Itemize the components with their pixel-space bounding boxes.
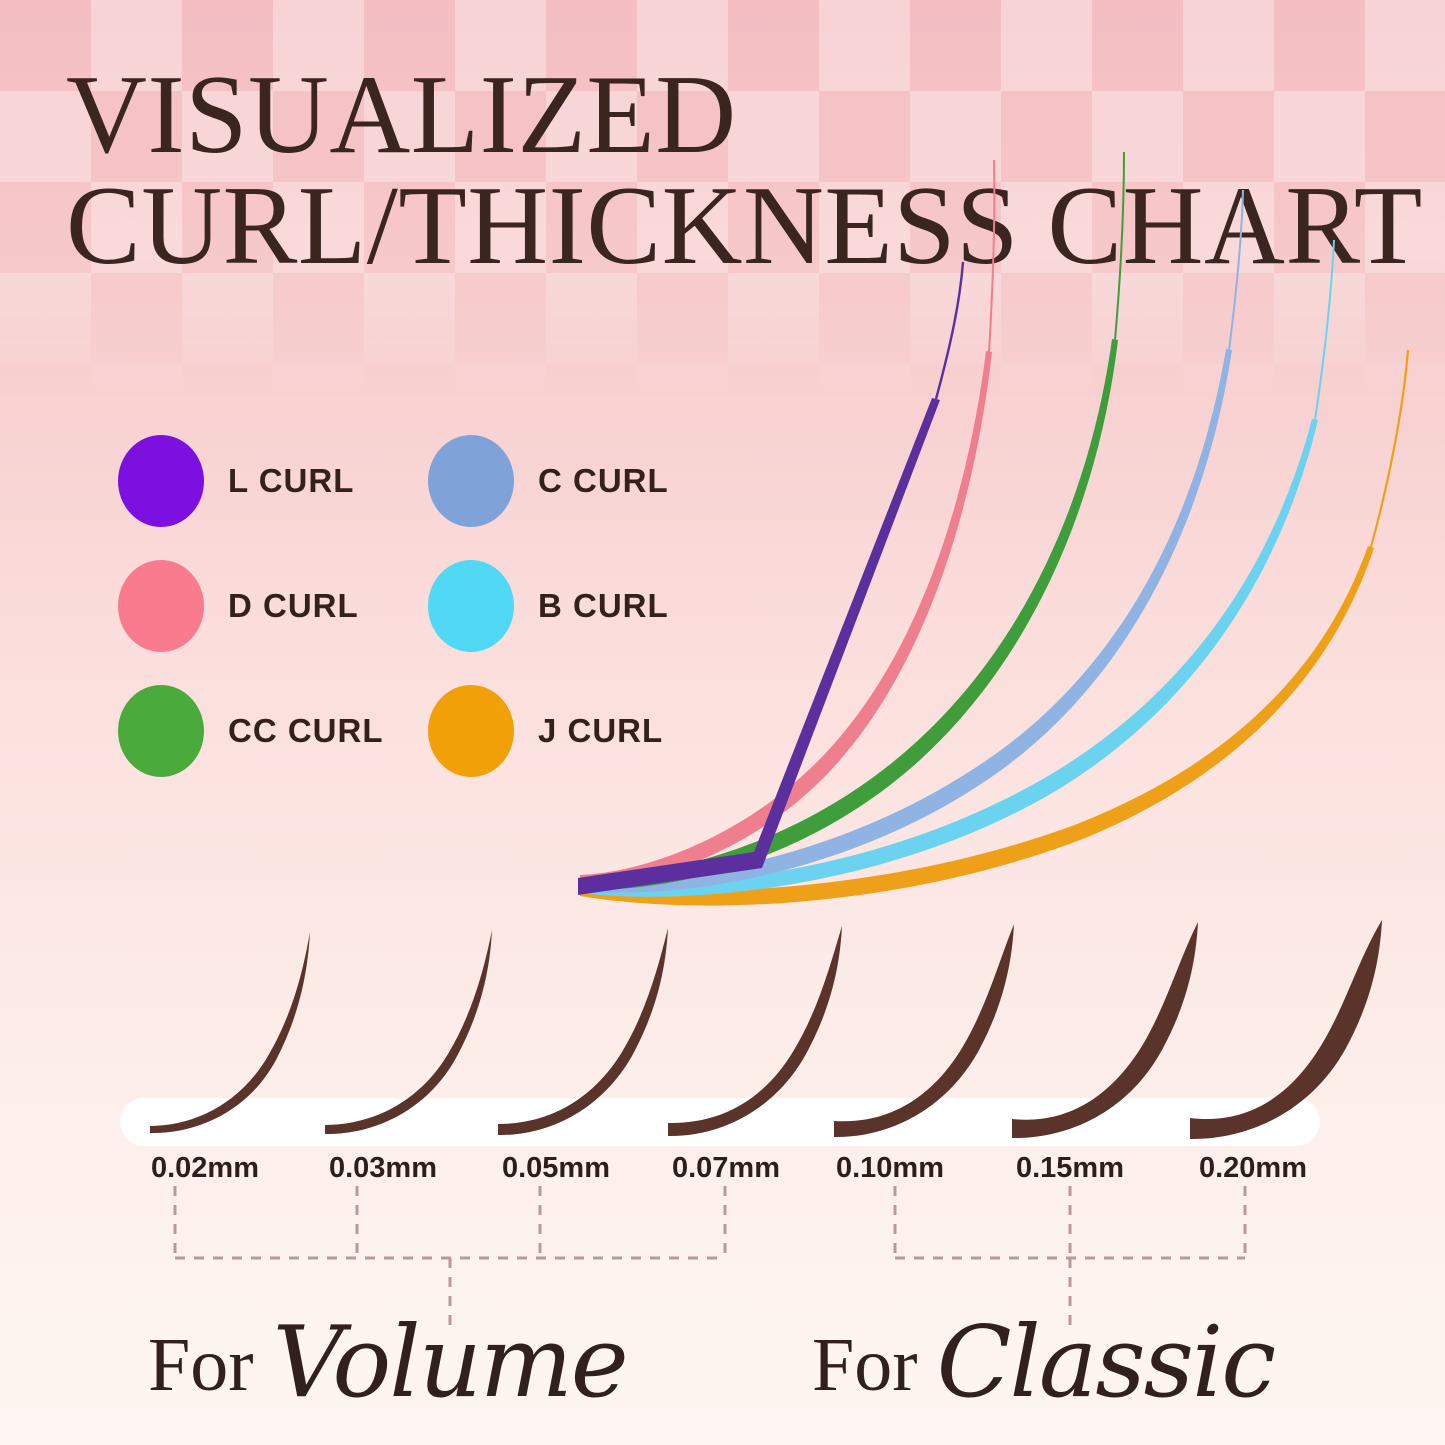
page-title: VISUALIZED CURL/THICKNESS CHART	[66, 53, 1423, 288]
strand-j-curl-tip	[1369, 349, 1410, 548]
swatch-cc-curl	[118, 684, 204, 777]
legend-item-d-curl[interactable]: D CURL	[118, 559, 428, 652]
legend-item-c-curl[interactable]: C CURL	[428, 434, 738, 527]
swatch-j-curl	[428, 684, 514, 777]
legend-label-d-curl: D CURL	[228, 586, 359, 624]
curl-legend: L CURL C CURL D CURL B CURL CC CURL	[118, 418, 738, 793]
swatch-b-curl	[428, 559, 514, 652]
footer-classic-script: Classic	[936, 1306, 1277, 1420]
legend-item-j-curl[interactable]: J CURL	[428, 684, 738, 777]
thickness-label-0-02mm: 0.02mm	[150, 1152, 260, 1184]
swatch-d-curl	[118, 559, 204, 652]
footer-label-volume: For Volume	[148, 1300, 629, 1420]
lash-strip-band	[120, 1098, 1320, 1146]
title-line-1: VISUALIZED	[66, 53, 737, 177]
legend-label-cc-curl: CC CURL	[228, 711, 384, 749]
thickness-label-0-20mm: 0.20mm	[1198, 1152, 1308, 1184]
swatch-c-curl	[428, 434, 514, 527]
thickness-label-0-03mm: 0.03mm	[328, 1152, 438, 1184]
thickness-label-0-07mm: 0.07mm	[671, 1152, 781, 1184]
legend-label-b-curl: B CURL	[538, 586, 669, 624]
legend-label-j-curl: J CURL	[538, 711, 664, 749]
title-line-2: CURL/THICKNESS CHART	[66, 163, 1423, 288]
legend-item-l-curl[interactable]: L CURL	[118, 434, 428, 527]
legend-label-c-curl: C CURL	[538, 461, 669, 499]
thickness-label-0-05mm: 0.05mm	[501, 1152, 611, 1184]
thickness-label-0-10mm: 0.10mm	[835, 1152, 945, 1184]
legend-item-b-curl[interactable]: B CURL	[428, 559, 738, 652]
footer-label-classic: For Classic	[812, 1300, 1276, 1420]
legend-row: D CURL B CURL	[118, 543, 738, 668]
swatch-l-curl	[118, 434, 204, 527]
thickness-label-0-15mm: 0.15mm	[1015, 1152, 1125, 1184]
footer-classic-prefix: For	[812, 1323, 918, 1407]
legend-label-l-curl: L CURL	[228, 461, 355, 499]
legend-row: CC CURL J CURL	[118, 668, 738, 793]
legend-item-cc-curl[interactable]: CC CURL	[118, 684, 428, 777]
legend-row: L CURL C CURL	[118, 418, 738, 543]
footer-volume-prefix: For	[148, 1323, 254, 1407]
footer-volume-script: Volume	[272, 1306, 629, 1420]
